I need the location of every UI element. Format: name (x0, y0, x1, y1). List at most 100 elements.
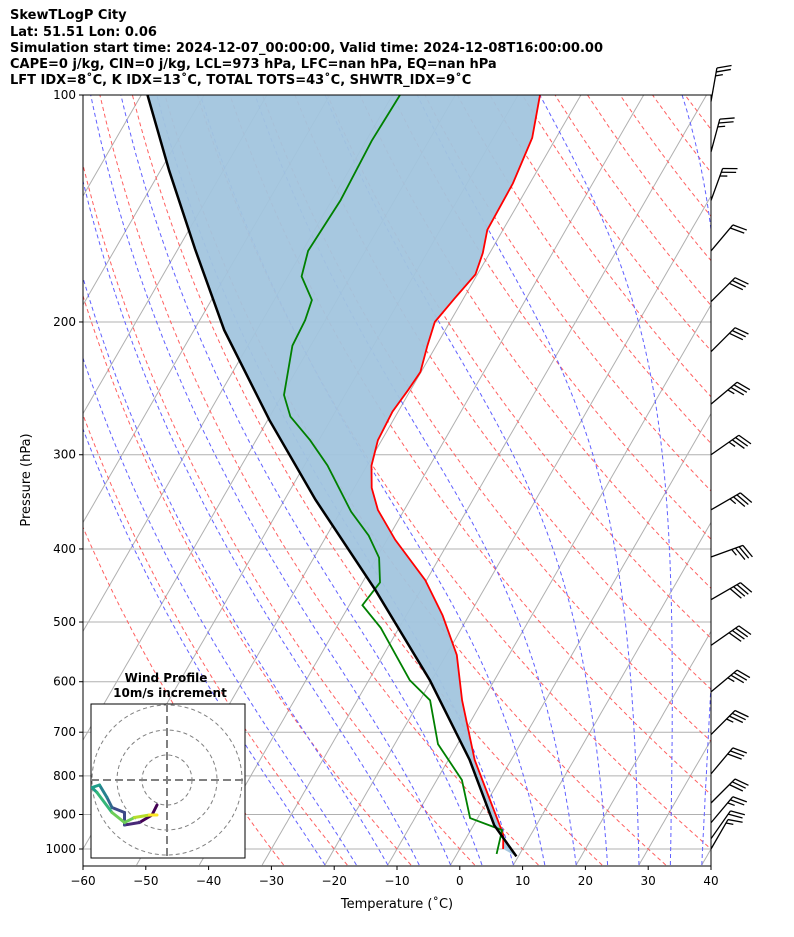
wind-barb (710, 544, 753, 561)
barb-flag (729, 784, 744, 792)
barb-staff (710, 381, 738, 405)
dry-adiabat-line (261, 95, 711, 742)
moist-adiabat-line (733, 95, 790, 865)
x-tick-label: −20 (322, 874, 347, 888)
moist-adiabat-line (90, 95, 452, 866)
x-tick-label: 10 (515, 874, 530, 888)
wind-barb (710, 167, 738, 201)
barb-staff (710, 669, 738, 693)
barb-staff (710, 492, 741, 511)
wind-barb (710, 117, 735, 153)
y-tick-label: 200 (53, 315, 76, 329)
barb-staff (710, 327, 736, 353)
wind-barb (710, 64, 732, 102)
barb-flag (731, 781, 746, 789)
barb-flag (716, 64, 732, 69)
x-tick-label: −10 (384, 874, 409, 888)
dry-adiabat-line (554, 95, 711, 307)
cin-cape-shading (147, 95, 541, 857)
indices-line-1: CAPE=0 j/kg, CIN=0 j/kg, LCL=973 hPa, LF… (10, 57, 497, 72)
dry-adiabat-line (131, 95, 603, 866)
barb-staff (710, 544, 744, 558)
wind-barb (710, 669, 751, 693)
y-axis-label: Pressure (hPa) (19, 433, 34, 526)
wind-barb (710, 327, 749, 353)
barb-flag (734, 778, 749, 786)
moist-adiabat-line (83, 427, 326, 866)
barb-flag (732, 224, 748, 231)
barb-flag (733, 586, 746, 597)
barb-flag (735, 437, 749, 447)
hodograph-segment (110, 811, 126, 824)
isotherm-line (387, 303, 711, 866)
isotherm-line (638, 739, 711, 866)
barb-flag (734, 709, 749, 718)
barb-flag (734, 547, 746, 561)
temperature-line (370, 95, 541, 850)
barb-flag (731, 439, 745, 449)
moist-adiabat-line (200, 95, 546, 866)
barb-staff (710, 168, 724, 201)
barb-staff (710, 796, 734, 824)
barb-flag (730, 810, 746, 816)
barb-half-flag (726, 718, 734, 723)
x-tick-label: 20 (578, 874, 593, 888)
barb-staff (710, 67, 718, 102)
isotherm-line (261, 95, 707, 866)
barb-half-flag (725, 822, 734, 825)
barb-staff (710, 118, 721, 153)
wind-barb (710, 434, 752, 456)
wind-barb (710, 778, 749, 804)
barb-flag (738, 434, 752, 445)
moist-adiabat-line (539, 95, 673, 865)
isotherm-line (450, 412, 711, 866)
barb-staff (710, 224, 734, 252)
dry-adiabat-line (99, 95, 539, 866)
moist-adiabat-line (324, 95, 609, 866)
wind-barb (710, 747, 748, 775)
barb-flag (740, 582, 753, 593)
dry-adiabat-line (294, 95, 711, 691)
wind-barb (710, 582, 753, 601)
barb-half-flag (715, 73, 723, 77)
barb-flag (732, 796, 748, 803)
x-tick-label: 0 (456, 874, 464, 888)
y-tick-label: 300 (53, 448, 76, 462)
dewpoint-line (283, 95, 504, 855)
barb-flag (736, 584, 749, 595)
x-tick-label: 40 (703, 874, 718, 888)
barb-half-flag (727, 389, 735, 395)
wind-barb (710, 277, 749, 303)
hodograph-segment (98, 783, 109, 799)
moist-adiabat-line (83, 356, 357, 866)
barb-flag (734, 327, 749, 335)
barb-flag (718, 121, 734, 124)
wind-barb (710, 492, 753, 511)
moist-adiabat-line (83, 276, 389, 866)
barb-flag (736, 381, 751, 391)
barb-flag (732, 747, 748, 754)
dry-adiabat-line (391, 95, 711, 540)
barb-half-flag (729, 498, 737, 505)
y-tick-label: 400 (53, 542, 76, 556)
barb-flag (735, 627, 749, 638)
isotherm-line (0, 95, 16, 865)
isotherm-line (83, 95, 393, 633)
dry-adiabat-line (521, 95, 711, 352)
barb-staff (710, 434, 740, 456)
isotherm-line (83, 95, 331, 524)
barb-flag (736, 494, 749, 505)
x-tick-label: 30 (641, 874, 656, 888)
isotherm-line (0, 95, 79, 865)
barb-half-flag (728, 441, 736, 447)
moist-adiabat-line (416, 95, 640, 866)
barb-flag (727, 818, 743, 823)
barb-flag (730, 227, 745, 234)
wind-barb (710, 810, 746, 840)
y-tick-label: 600 (53, 675, 76, 689)
wind-barb (710, 709, 749, 735)
dry-adiabat-line (359, 95, 711, 589)
barb-flag (730, 799, 745, 806)
barb-flag (742, 544, 753, 558)
